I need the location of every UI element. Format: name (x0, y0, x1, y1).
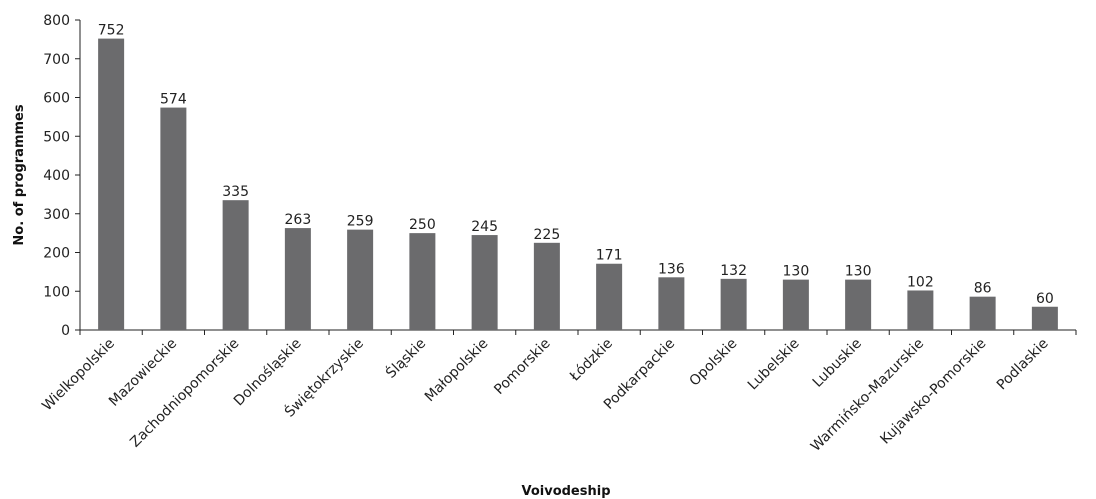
x-tick-label: Śląskie (382, 334, 430, 382)
data-label: 171 (596, 248, 623, 264)
bar (98, 38, 125, 330)
y-axis-title: No. of programmes (12, 104, 27, 245)
y-tick-label: 400 (43, 168, 70, 184)
bar (658, 277, 685, 330)
data-label: 259 (347, 214, 374, 230)
x-tick-label: Małopolskie (422, 336, 492, 406)
y-tick-label: 300 (43, 207, 70, 223)
data-label: 136 (658, 261, 685, 277)
x-tick-label: Podlaskie (994, 336, 1052, 394)
bar (845, 279, 872, 330)
y-tick-label: 700 (43, 52, 70, 68)
data-label: 130 (845, 264, 872, 280)
data-labels: 752 574 335 263 259 250 245 225 171 136 132 130 130 1… (98, 23, 1054, 307)
data-label: 225 (534, 227, 561, 243)
x-tick-label: Lubuskie (810, 336, 865, 391)
y-tick-label: 0 (61, 323, 70, 339)
bar (284, 228, 311, 330)
y-tick-label: 200 (43, 246, 70, 262)
x-tick-label: Zachodniopomorskie (127, 336, 242, 451)
bar (1031, 306, 1058, 330)
x-tick-label: Wielkopolskie (39, 336, 118, 415)
data-label: 263 (285, 212, 312, 228)
bar (409, 233, 436, 330)
bar (160, 107, 187, 330)
x-tick-label: Pomorskie (491, 336, 553, 398)
bar (347, 229, 374, 330)
y-tick-label: 500 (43, 129, 70, 145)
bar (782, 279, 809, 330)
x-tick-label: Lubelskie (745, 336, 803, 394)
data-label: 752 (98, 23, 125, 39)
x-tick-label: Łódzkie (566, 336, 616, 386)
y-tick-label: 800 (43, 13, 70, 29)
data-label: 574 (160, 92, 187, 108)
data-label: 86 (974, 281, 992, 297)
x-axis-title: Voivodeship (521, 484, 610, 499)
y-tick-label: 100 (43, 284, 70, 300)
x-tick-label: Warmińsko-Mazurskie (808, 336, 927, 455)
bar (222, 200, 249, 330)
x-tick-label: Opolskie (687, 336, 741, 390)
y-axis: 0 100 200 300 400 500 600 700 800 (43, 13, 81, 339)
data-label: 132 (720, 263, 747, 279)
bar (471, 235, 498, 330)
x-axis: WielkopolskieMazowieckieZachodniopomorsk… (39, 329, 1077, 455)
data-label: 245 (471, 219, 498, 235)
bar (969, 296, 996, 330)
data-label: 250 (409, 217, 436, 233)
data-label: 335 (222, 184, 249, 200)
data-label: 130 (783, 264, 810, 280)
bar (720, 278, 747, 330)
bar (596, 263, 623, 330)
y-tick-label: 600 (43, 91, 70, 107)
bar (533, 242, 560, 330)
x-tick-label: Kujawsko-Pomorskie (877, 336, 989, 448)
bars (98, 38, 1058, 330)
data-label: 102 (907, 274, 934, 290)
data-label: 60 (1036, 291, 1054, 307)
bar (907, 290, 934, 330)
